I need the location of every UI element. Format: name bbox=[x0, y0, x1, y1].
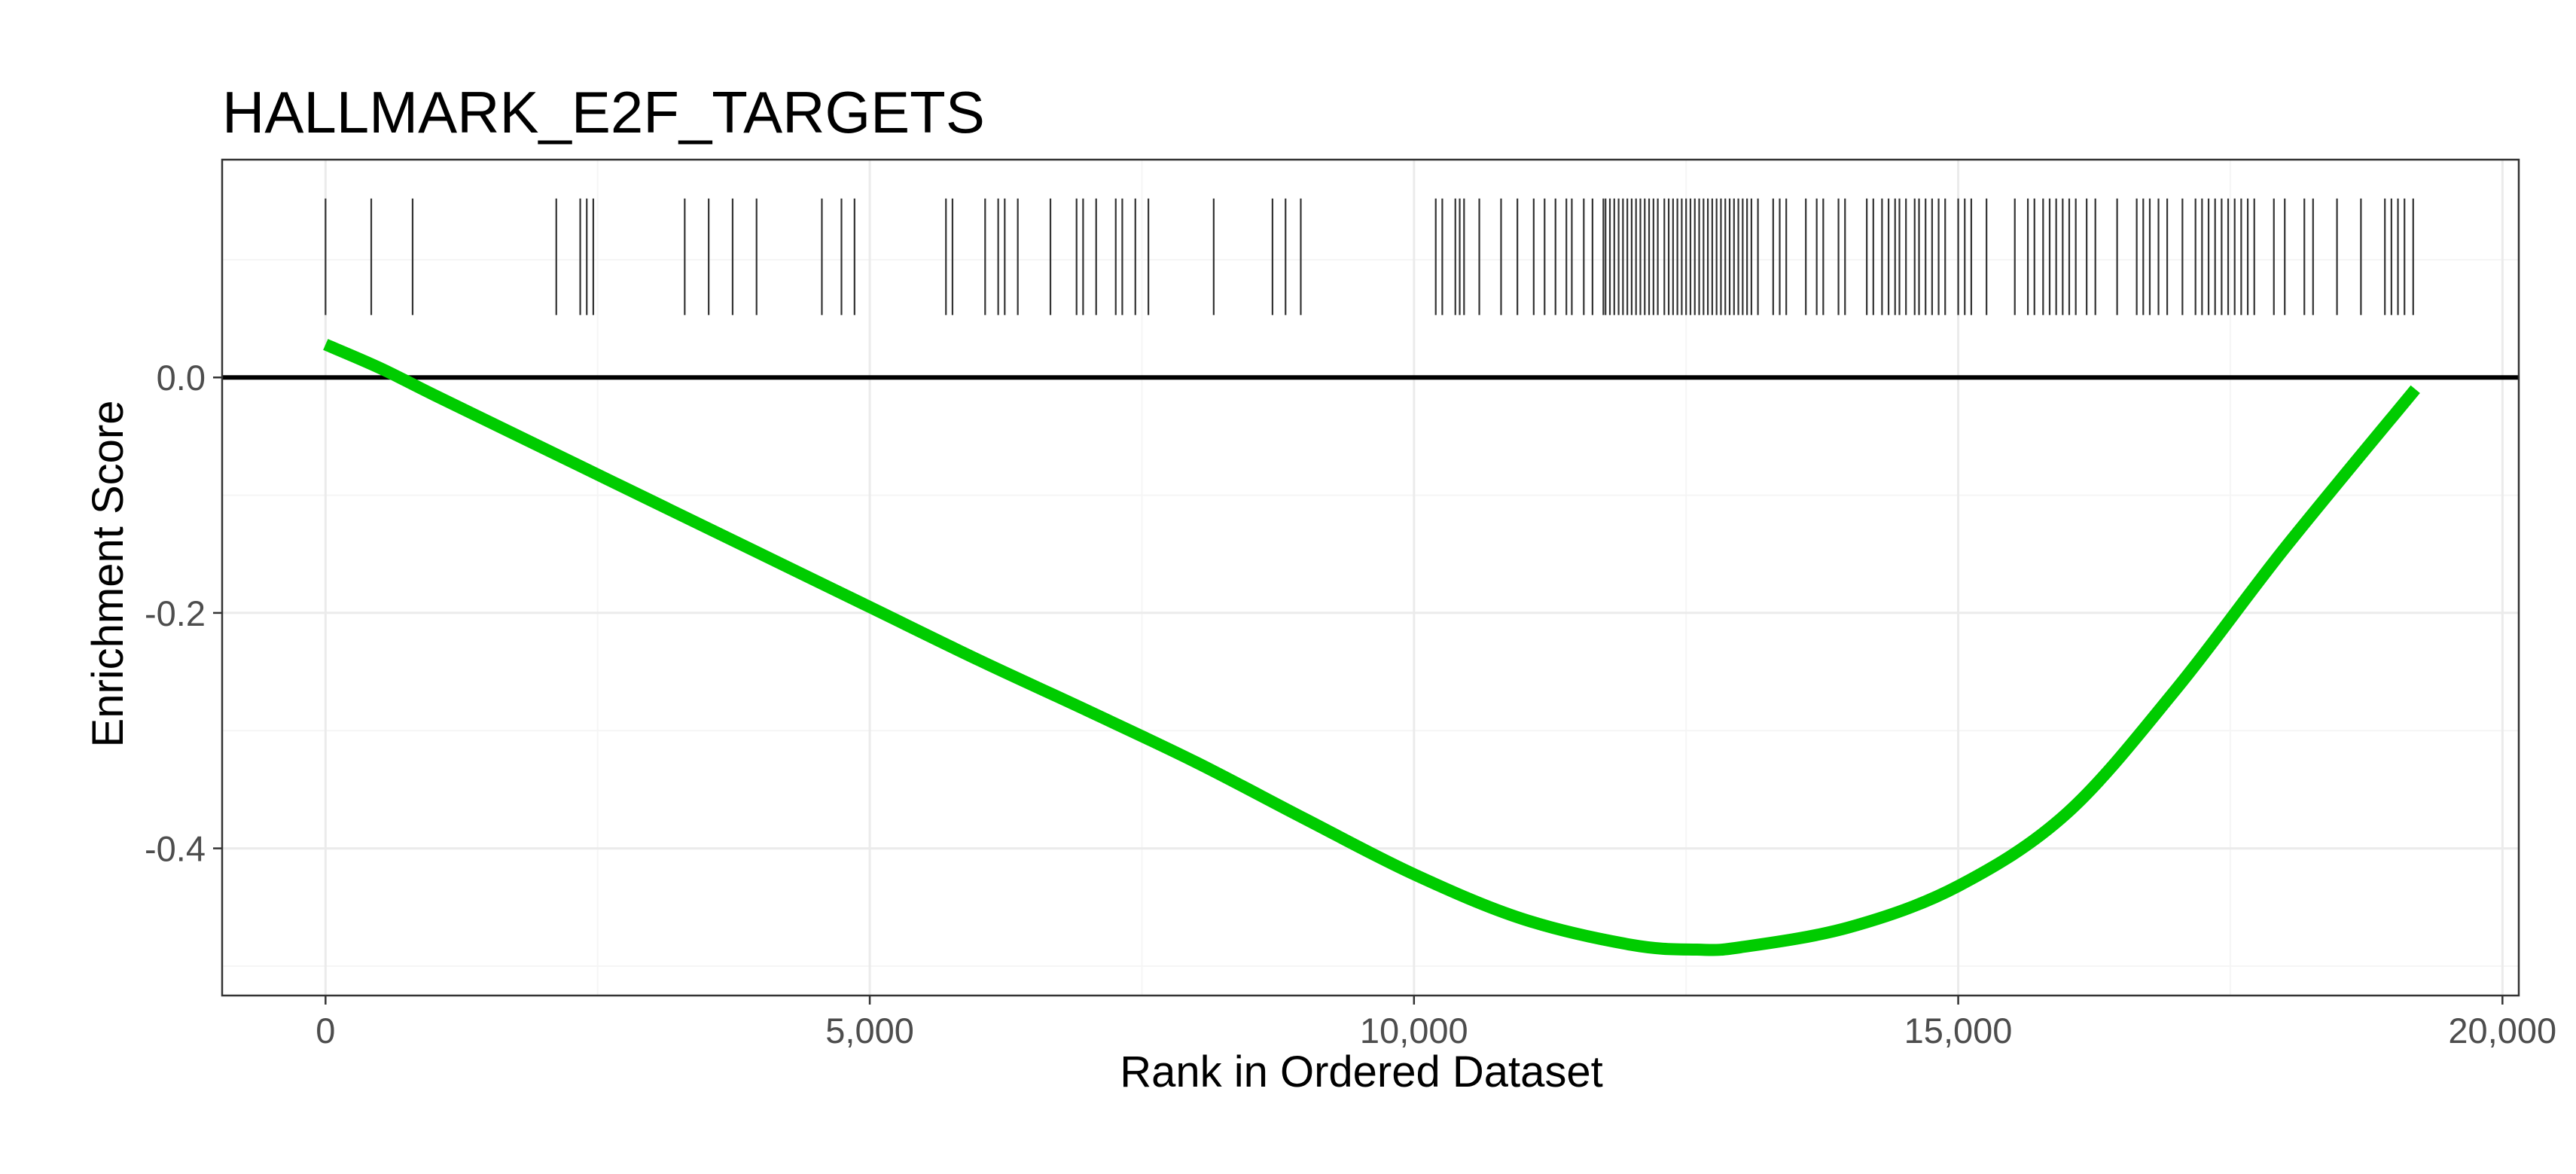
panel-border bbox=[221, 158, 2520, 997]
y-tick-label: -0.4 bbox=[145, 829, 206, 869]
y-axis: -0.4 -0.2 0.0 bbox=[145, 358, 222, 869]
enrichment-score-curve bbox=[323, 339, 2420, 956]
x-tick-label: 20,000 bbox=[2448, 1011, 2556, 1051]
y-axis-title: Enrichment Score bbox=[84, 401, 133, 748]
gene-hit-ticks bbox=[325, 198, 2414, 316]
x-tick-label: 0 bbox=[316, 1011, 335, 1051]
x-axis: 0 5,000 10,000 15,000 20,000 bbox=[316, 996, 2556, 1051]
x-tick-label: 5,000 bbox=[825, 1011, 914, 1051]
x-axis-title: Rank in Ordered Dataset bbox=[1120, 1047, 1603, 1096]
x-tick-label: 10,000 bbox=[1360, 1011, 1468, 1051]
y-tick-label: -0.2 bbox=[145, 593, 206, 633]
grid-lines bbox=[222, 160, 2519, 996]
x-tick-label: 15,000 bbox=[1904, 1011, 2013, 1051]
chart-title: HALLMARK_E2F_TARGETS bbox=[222, 79, 985, 145]
y-tick-label: 0.0 bbox=[157, 358, 206, 398]
